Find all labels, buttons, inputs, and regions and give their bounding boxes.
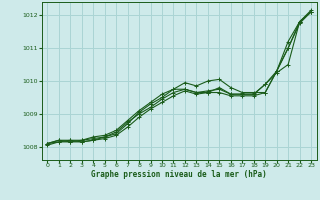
X-axis label: Graphe pression niveau de la mer (hPa): Graphe pression niveau de la mer (hPa) (91, 170, 267, 179)
